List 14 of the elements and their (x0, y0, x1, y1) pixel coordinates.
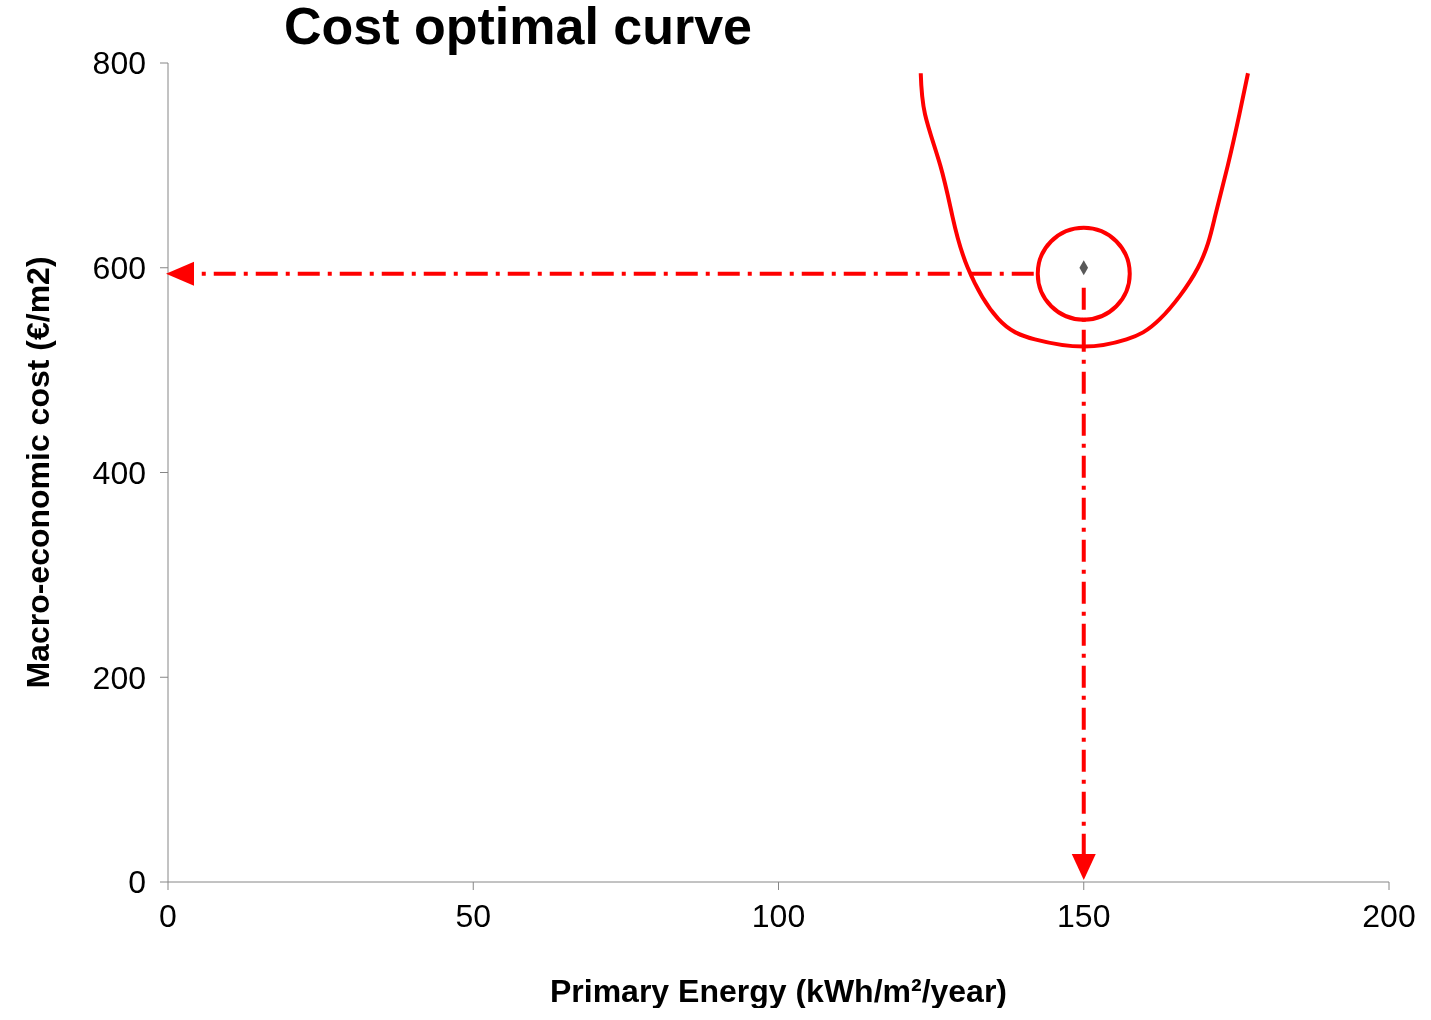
y-axis-title: Macro-economic cost (€/m2) (20, 256, 57, 689)
y-tick-label: 600 (92, 250, 146, 287)
x-tick-label: 50 (455, 897, 492, 934)
y-tick-label: 400 (92, 454, 146, 491)
x-tick-label: 150 (1057, 897, 1111, 934)
x-axis-title: Primary Energy (kWh/m²/year) (549, 973, 1008, 1009)
x-tick-label: 0 (159, 897, 177, 934)
chart-title: Cost optimal curve (282, 0, 754, 56)
y-tick-label: 800 (92, 45, 146, 82)
y-tick-label: 200 (92, 659, 146, 696)
x-tick-label: 100 (751, 897, 806, 934)
line-series (918, 71, 1250, 349)
x-tick-label: 200 (1362, 897, 1416, 934)
y-tick-label: 0 (128, 864, 146, 901)
